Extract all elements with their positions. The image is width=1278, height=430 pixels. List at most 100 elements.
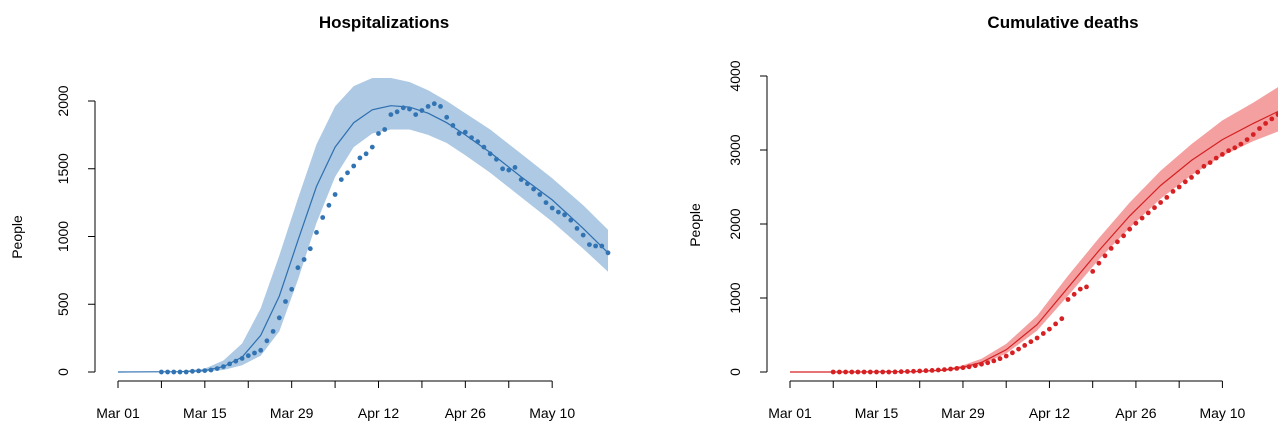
observed-point: [208, 367, 214, 373]
observed-point: [481, 144, 487, 150]
axes-layer: Mar 01 Mar 15 Mar 29 Apr 12 Apr 26 May 10 0 500…: [55, 85, 575, 421]
observed-point: [1263, 121, 1268, 126]
observed-point: [1016, 346, 1021, 352]
observed-point: [1010, 350, 1015, 356]
observed-point: [599, 243, 605, 249]
observed-point: [462, 129, 468, 135]
observed-point: [837, 369, 842, 375]
x-tick-label: May 10: [529, 405, 575, 421]
observed-point: [227, 361, 233, 367]
observed-point: [972, 363, 978, 369]
y-tick-label: 0: [727, 368, 743, 376]
y-axis-label: People: [687, 203, 703, 247]
observed-point: [898, 369, 904, 375]
observed-point: [917, 368, 923, 374]
y-axis-label: People: [9, 215, 25, 259]
confidence-band-layer: [118, 78, 608, 372]
observed-point: [1226, 148, 1231, 154]
cumulative-deaths-chart: Cumulative deaths People Mar 01 Mar 15 Mar…: [687, 13, 1278, 421]
observed-point: [1213, 155, 1219, 161]
observed-point: [1176, 184, 1182, 190]
observed-point: [1164, 195, 1170, 200]
observed-point: [1040, 331, 1046, 336]
hospitalizations-chart: Hospitalizations People Mar 01 Mar 15 Mar …: [9, 13, 611, 421]
x-tick-label: Mar 15: [183, 405, 227, 421]
observed-point: [1139, 215, 1145, 221]
observed-point: [1022, 343, 1028, 348]
observed-point: [1152, 205, 1157, 211]
y-tick-label: 1000: [727, 282, 743, 313]
x-tick-label: Mar 15: [855, 405, 899, 421]
observed-point: [1182, 179, 1188, 185]
observed-point: [382, 127, 388, 132]
observed-point: [1065, 297, 1071, 302]
observed-point: [1244, 137, 1250, 143]
observed-point: [1127, 226, 1133, 232]
observed-point: [942, 367, 947, 372]
observed-point: [1250, 132, 1256, 137]
observed-point: [301, 257, 307, 262]
confidence-band: [118, 78, 608, 372]
observed-point: [549, 205, 555, 211]
observed-point: [320, 215, 326, 220]
axes-layer: Mar 01 Mar 15 Mar 29 Apr 12 Apr 26 May 10 0 100…: [727, 60, 1246, 421]
observed-point: [512, 165, 518, 170]
observed-point: [568, 217, 574, 223]
observed-point: [1077, 286, 1083, 292]
observed-point: [487, 151, 493, 157]
observed-point: [886, 369, 892, 375]
y-tick-label: 1000: [55, 221, 71, 252]
x-tick-label: Apr 12: [358, 405, 399, 421]
x-tick-label: Apr 26: [1115, 405, 1156, 421]
observed-point: [1257, 126, 1262, 131]
observed-point: [966, 364, 972, 370]
observed-point: [190, 368, 195, 374]
observed-point: [376, 131, 381, 136]
observed-points-layer: [830, 112, 1278, 375]
observed-point: [500, 166, 505, 172]
observed-point: [165, 369, 171, 375]
observed-point: [357, 155, 363, 161]
observed-point: [419, 108, 425, 113]
observed-point: [394, 109, 400, 115]
model-line-layer: [790, 110, 1278, 373]
observed-point: [923, 368, 929, 374]
chart-title: Hospitalizations: [319, 13, 449, 32]
observed-point: [985, 360, 991, 366]
y-tick-label: 4000: [727, 60, 743, 91]
observed-point: [1108, 246, 1114, 251]
observed-point: [830, 369, 836, 375]
observed-point: [855, 369, 861, 375]
chart-title: Cumulative deaths: [987, 13, 1138, 32]
observed-point: [562, 212, 567, 218]
y-tick-label: 0: [55, 368, 71, 376]
observed-point: [861, 369, 867, 375]
observed-point: [935, 367, 941, 373]
observed-point: [332, 192, 338, 197]
observed-point: [849, 369, 855, 375]
observed-point: [1096, 260, 1102, 266]
observed-point: [843, 369, 848, 375]
observed-point: [245, 353, 251, 359]
observed-point: [233, 358, 239, 364]
observed-point: [892, 369, 898, 375]
observed-point: [295, 265, 301, 271]
observed-point: [1102, 253, 1108, 259]
observed-point: [531, 186, 536, 192]
observed-point: [1238, 141, 1244, 147]
observed-point: [1220, 152, 1225, 157]
observed-point: [283, 299, 288, 304]
observed-point: [1170, 189, 1176, 194]
observed-point: [1121, 233, 1126, 239]
x-tick-label: Mar 01: [768, 405, 812, 421]
observed-point: [960, 365, 966, 371]
observed-point: [264, 338, 270, 344]
observed-point: [177, 369, 183, 375]
observed-point: [1090, 269, 1096, 274]
observed-point: [494, 156, 499, 162]
observed-point: [171, 369, 177, 375]
observed-point: [997, 356, 1003, 362]
observed-point: [363, 151, 369, 157]
observed-point: [196, 368, 202, 374]
observed-point: [326, 202, 332, 208]
